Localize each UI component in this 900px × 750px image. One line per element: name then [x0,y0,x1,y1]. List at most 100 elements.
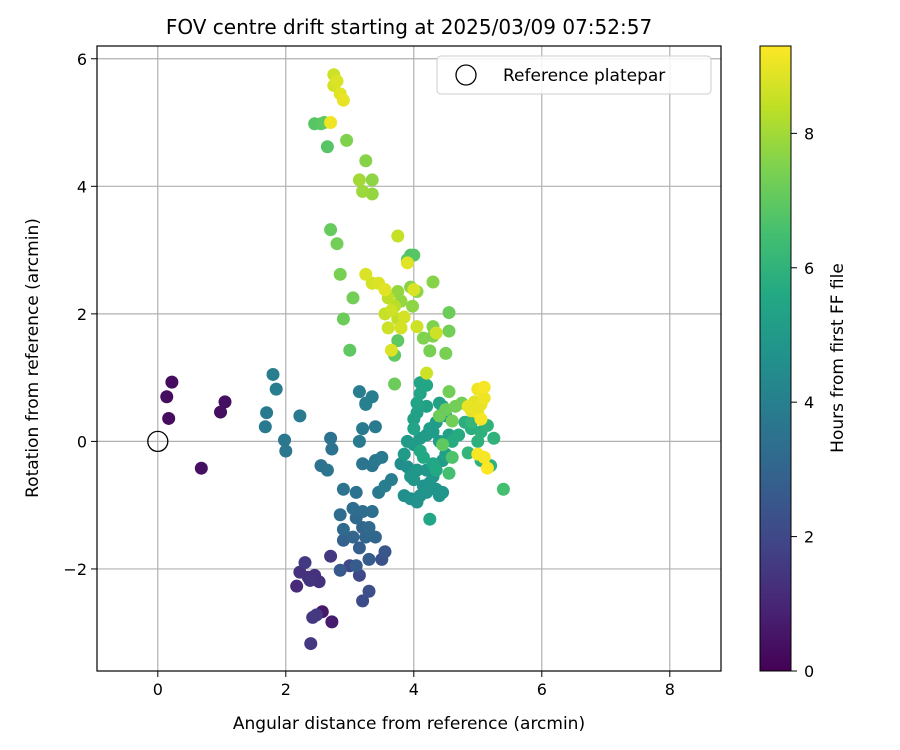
data-point [356,184,370,198]
data-point [260,406,274,420]
legend: Reference platepar [436,55,712,95]
data-point [310,608,324,622]
data-point [413,444,427,458]
x-tick-label: 2 [281,680,291,699]
data-point [362,552,376,566]
data-point [436,485,450,499]
data-point [394,321,408,335]
colorbar-tick-label: 0 [804,662,814,681]
data-point [269,382,283,396]
data-point [423,512,437,526]
data-point [445,450,459,464]
colorbar-tick-label: 2 [804,528,814,547]
data-point [416,331,430,345]
data-point [330,237,344,251]
data-point [461,399,475,413]
data-point [477,380,491,394]
data-point [346,291,360,305]
y-tick-label: −2 [63,560,87,579]
y-tick-label: 4 [77,177,87,196]
data-point [487,431,501,445]
data-point [160,390,174,404]
data-point [442,306,456,320]
data-point [445,414,459,428]
data-point [496,482,510,496]
data-point [278,433,292,447]
data-point [420,378,434,392]
data-point [324,223,338,237]
data-point [378,283,392,297]
data-point [359,397,373,411]
y-axis-label: Rotation from reference (arcmin) [23,218,43,498]
data-point [304,637,318,651]
data-point [324,431,338,445]
x-axis-label: Angular distance from reference (arcmin) [233,714,585,734]
data-point [426,275,440,289]
data-point [333,563,347,577]
y-tick-label: 6 [77,50,87,69]
data-point [362,584,376,598]
data-point [343,343,357,357]
legend-marker [455,64,477,86]
data-point [381,321,395,335]
data-point [165,375,179,389]
data-point [368,530,382,544]
chart-title: FOV centre drift starting at 2025/03/09 … [166,15,652,39]
data-point [384,304,398,318]
data-point [359,267,373,281]
reference-layer [147,430,169,453]
x-tick-label: 6 [537,680,547,699]
data-point [407,283,421,297]
colorbar-tick-label: 8 [804,124,814,143]
data-point [359,154,373,168]
data-point [442,324,456,338]
data-point [336,93,350,107]
data-point [298,556,312,570]
data-point [397,447,411,461]
data-point [266,367,280,381]
data-point [258,420,272,434]
data-point [324,549,338,563]
data-points [160,68,510,651]
data-point [340,133,354,147]
colorbar [759,45,792,672]
data-point [365,173,379,187]
data-point [214,405,228,419]
reference-marker [147,430,169,453]
x-tick-label: 0 [153,680,163,699]
data-point [290,579,304,593]
data-point [320,140,334,154]
data-point [406,299,420,313]
data-point [400,256,414,270]
data-point [436,438,450,452]
legend-label: Reference platepar [503,66,665,86]
data-point [293,409,307,423]
colorbar-label: Hours from first FF file [828,263,848,453]
data-point [333,508,347,522]
data-point [391,285,405,299]
data-point [388,377,402,391]
data-point [410,320,424,334]
data-point [352,541,366,555]
data-point [480,461,494,475]
data-point [429,463,443,477]
data-point [407,412,421,426]
legend-box [436,55,712,95]
data-point [325,442,339,456]
data-point [477,450,491,464]
x-tick-label: 8 [665,680,675,699]
data-point [378,545,392,559]
colorbar-ticks: 0 2 4 6 8 [791,124,814,681]
data-point [362,521,376,535]
data-point [474,412,488,426]
data-point [325,615,339,629]
data-point [442,466,456,480]
data-point [356,505,370,519]
data-point [391,334,405,348]
data-point [333,267,347,281]
data-point [391,229,405,243]
colorbar-tick-label: 6 [804,259,814,278]
x-axis-ticks: 0 2 4 6 8 [153,671,675,699]
data-point [303,573,317,587]
